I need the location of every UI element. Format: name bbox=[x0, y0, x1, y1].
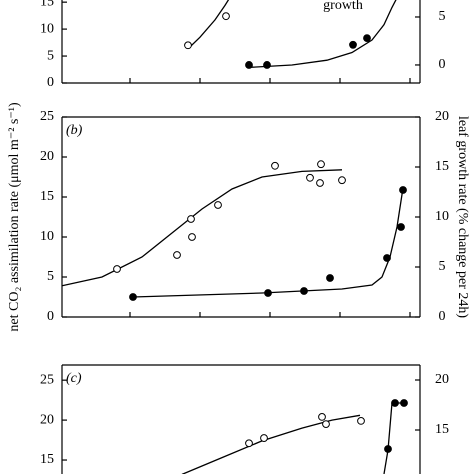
y2-tick-label: 20 bbox=[435, 372, 449, 387]
filled-point bbox=[384, 445, 392, 453]
y-tick-label: 0 bbox=[47, 75, 54, 90]
y2-tick-label: 15 bbox=[435, 422, 449, 437]
y2-axis-label: leaf growth rate (% change per 24h) bbox=[455, 116, 470, 318]
open-point bbox=[306, 173, 314, 182]
fit-line bbox=[132, 187, 404, 298]
y-tick-label: 0 bbox=[47, 309, 54, 324]
panel-label: (b) bbox=[66, 123, 83, 138]
y2-tick-label: 0 bbox=[439, 57, 446, 72]
filled-point bbox=[400, 399, 408, 407]
y-tick-label: 15 bbox=[40, 452, 54, 467]
open-point bbox=[357, 416, 365, 425]
filled-point bbox=[399, 186, 407, 194]
panel-label: (c) bbox=[66, 371, 82, 386]
y-tick-label: 5 bbox=[47, 48, 54, 63]
annotation: growth bbox=[323, 0, 363, 13]
plot-area bbox=[62, 160, 407, 301]
open-point bbox=[173, 251, 181, 259]
filled-point bbox=[349, 40, 357, 49]
open-point bbox=[322, 420, 330, 428]
open-point bbox=[187, 215, 195, 223]
open-point bbox=[318, 413, 326, 421]
y2-tick-label: 5 bbox=[439, 259, 446, 274]
open-point bbox=[316, 179, 324, 187]
filled-point bbox=[397, 223, 405, 231]
y2-tick-label: 20 bbox=[435, 109, 449, 124]
y-tick-label: 20 bbox=[40, 412, 54, 427]
y2-tick-label: 0 bbox=[439, 309, 446, 324]
y-tick-label: 10 bbox=[40, 229, 54, 244]
fit-line bbox=[248, 0, 397, 69]
filled-point bbox=[129, 293, 137, 301]
filled-point bbox=[263, 61, 271, 69]
open-point bbox=[338, 176, 346, 185]
y2-tick-label: 5 bbox=[439, 9, 446, 24]
filled-point bbox=[326, 274, 334, 282]
y-axis-label: net CO₂ assimilation rate (μmol m⁻² s⁻¹) bbox=[7, 102, 22, 332]
fit-line bbox=[181, 414, 361, 474]
filled-point bbox=[391, 399, 399, 407]
filled-point bbox=[383, 254, 391, 262]
y-tick-label: 25 bbox=[40, 109, 54, 124]
y-tick-label: 20 bbox=[40, 149, 54, 164]
open-point bbox=[317, 160, 325, 169]
y-tick-label: 10 bbox=[40, 21, 54, 36]
filled-point bbox=[300, 287, 308, 295]
open-point bbox=[184, 41, 192, 50]
open-point bbox=[271, 161, 279, 170]
y-tick-label: 15 bbox=[40, 189, 54, 204]
y-tick-label: 5 bbox=[47, 269, 54, 284]
open-point bbox=[260, 434, 268, 442]
open-point bbox=[245, 439, 253, 448]
fit-line bbox=[383, 402, 404, 474]
filled-point bbox=[264, 289, 272, 297]
fit-line bbox=[189, 0, 230, 48]
plot-area bbox=[181, 399, 408, 474]
open-point bbox=[214, 201, 222, 209]
y-tick-label: 25 bbox=[40, 372, 54, 387]
y-tick-label: 15 bbox=[40, 0, 54, 9]
filled-point bbox=[245, 61, 253, 69]
y2-tick-label: 10 bbox=[435, 209, 449, 224]
filled-point bbox=[363, 34, 371, 42]
plot-area bbox=[184, 0, 397, 69]
fit-line bbox=[62, 169, 343, 287]
open-point bbox=[113, 265, 121, 273]
open-point bbox=[188, 233, 196, 241]
y2-tick-label: 15 bbox=[435, 159, 449, 174]
open-point bbox=[222, 12, 230, 21]
